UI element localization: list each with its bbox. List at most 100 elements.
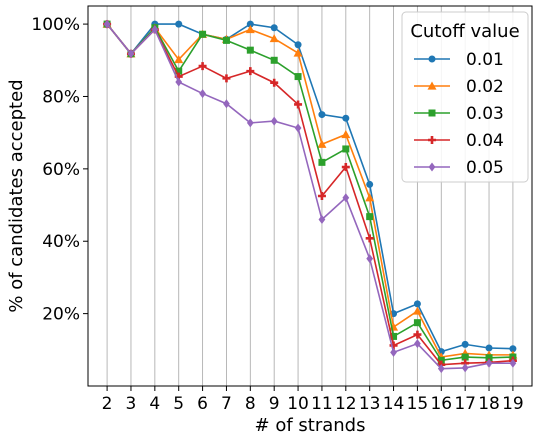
y-axis-title: % of candidates accepted [6,79,27,312]
series-line [106,23,513,358]
legend-label: 0.01 [466,50,504,70]
data-point [270,116,278,126]
x-tick-label: 4 [149,394,160,414]
data-point [390,347,397,357]
data-point [412,306,422,315]
y-tick-label: 100% [31,15,80,35]
data-point [318,111,326,119]
x-tick-label: 8 [245,394,256,414]
data-point [342,145,350,153]
x-tick-label: 18 [478,394,500,414]
data-point [175,67,183,75]
data-point [294,100,303,109]
legend-label: 0.03 [466,104,504,124]
x-tick-label: 14 [383,394,405,414]
data-point [270,56,278,64]
x-axis-ticks: 2 3 4 5 6 7 8 9 10 11 12 13 14 15 16 17 18 19 [102,386,524,414]
x-tick-label: 6 [197,394,208,414]
data-point [269,34,279,43]
data-point [485,354,493,362]
data-point [175,77,183,87]
legend: Cutoff value 0.01 0.02 0.03 0.04 0.05 [401,11,529,183]
x-tick-label: 9 [269,394,280,414]
data-point [246,20,254,28]
legend-item: 0.04 [414,131,504,151]
data-point [485,358,493,368]
data-point [485,344,493,352]
data-point [365,193,375,202]
data-point [390,332,398,340]
series-line [106,23,513,353]
y-tick-label: 20% [42,305,80,325]
data-point [318,215,326,225]
data-point [294,73,302,81]
plot-frame [87,5,533,387]
data-point [222,36,230,44]
data-point [294,123,302,133]
series-0.03 [103,20,517,364]
series-0.05 [103,19,517,374]
series-line [106,23,513,362]
x-tick-label: 19 [502,394,524,414]
y-axis-ticks: 20% 40% 60% 80% 100% [31,15,88,325]
data-point [293,48,303,57]
legend-marker [428,109,436,117]
legend-item: 0.02 [414,77,504,97]
data-point [461,340,469,348]
x-tick-label: 10 [287,394,309,414]
x-axis-title: # of strands [255,415,366,436]
data-point [317,139,327,148]
data-point [198,62,207,71]
x-tick-label: 5 [173,394,184,414]
legend-title: Cutoff value [410,21,519,42]
data-point [365,234,374,243]
x-tick-label: 17 [454,394,476,414]
data-point [413,330,422,339]
data-point [461,363,469,373]
y-tick-label: 60% [42,160,80,180]
series-line [106,23,513,370]
data-point [151,25,159,35]
x-tick-label: 2 [102,394,113,414]
data-point [127,49,135,59]
legend-marker [427,81,437,90]
legend-item: 0.03 [414,104,504,124]
data-point [366,180,374,188]
x-tick-label: 13 [359,394,381,414]
data-point [341,163,350,172]
data-point [246,67,255,76]
data-point [175,20,183,28]
data-point [103,19,111,29]
legend-label: 0.04 [466,131,504,151]
data-point [223,99,230,109]
data-point [342,193,350,203]
data-point [294,41,302,49]
legend-label: 0.05 [466,158,504,178]
data-point [366,213,374,221]
x-tick-label: 15 [407,394,429,414]
legend-item: 0.05 [414,158,504,178]
data-point [413,300,421,308]
legend-marker [428,136,436,144]
x-tick-label: 3 [126,394,137,414]
data-point [366,254,374,264]
data-point [318,158,326,166]
data-point [246,118,254,128]
x-tick-label: 11 [311,394,333,414]
legend-items: 0.01 0.02 0.03 0.04 0.05 [414,50,504,178]
series-layer [102,19,518,374]
x-tick-label: 12 [335,394,357,414]
y-tick-label: 40% [42,232,80,252]
data-point [199,89,206,99]
data-point [413,319,421,327]
data-point [245,25,255,34]
data-point [437,364,445,374]
x-tick-label: 16 [430,394,452,414]
data-point [437,356,445,364]
x-tick-label: 7 [221,394,232,414]
data-point [509,345,517,353]
data-point [342,114,350,122]
data-point [270,24,278,32]
legend-marker [428,162,436,172]
